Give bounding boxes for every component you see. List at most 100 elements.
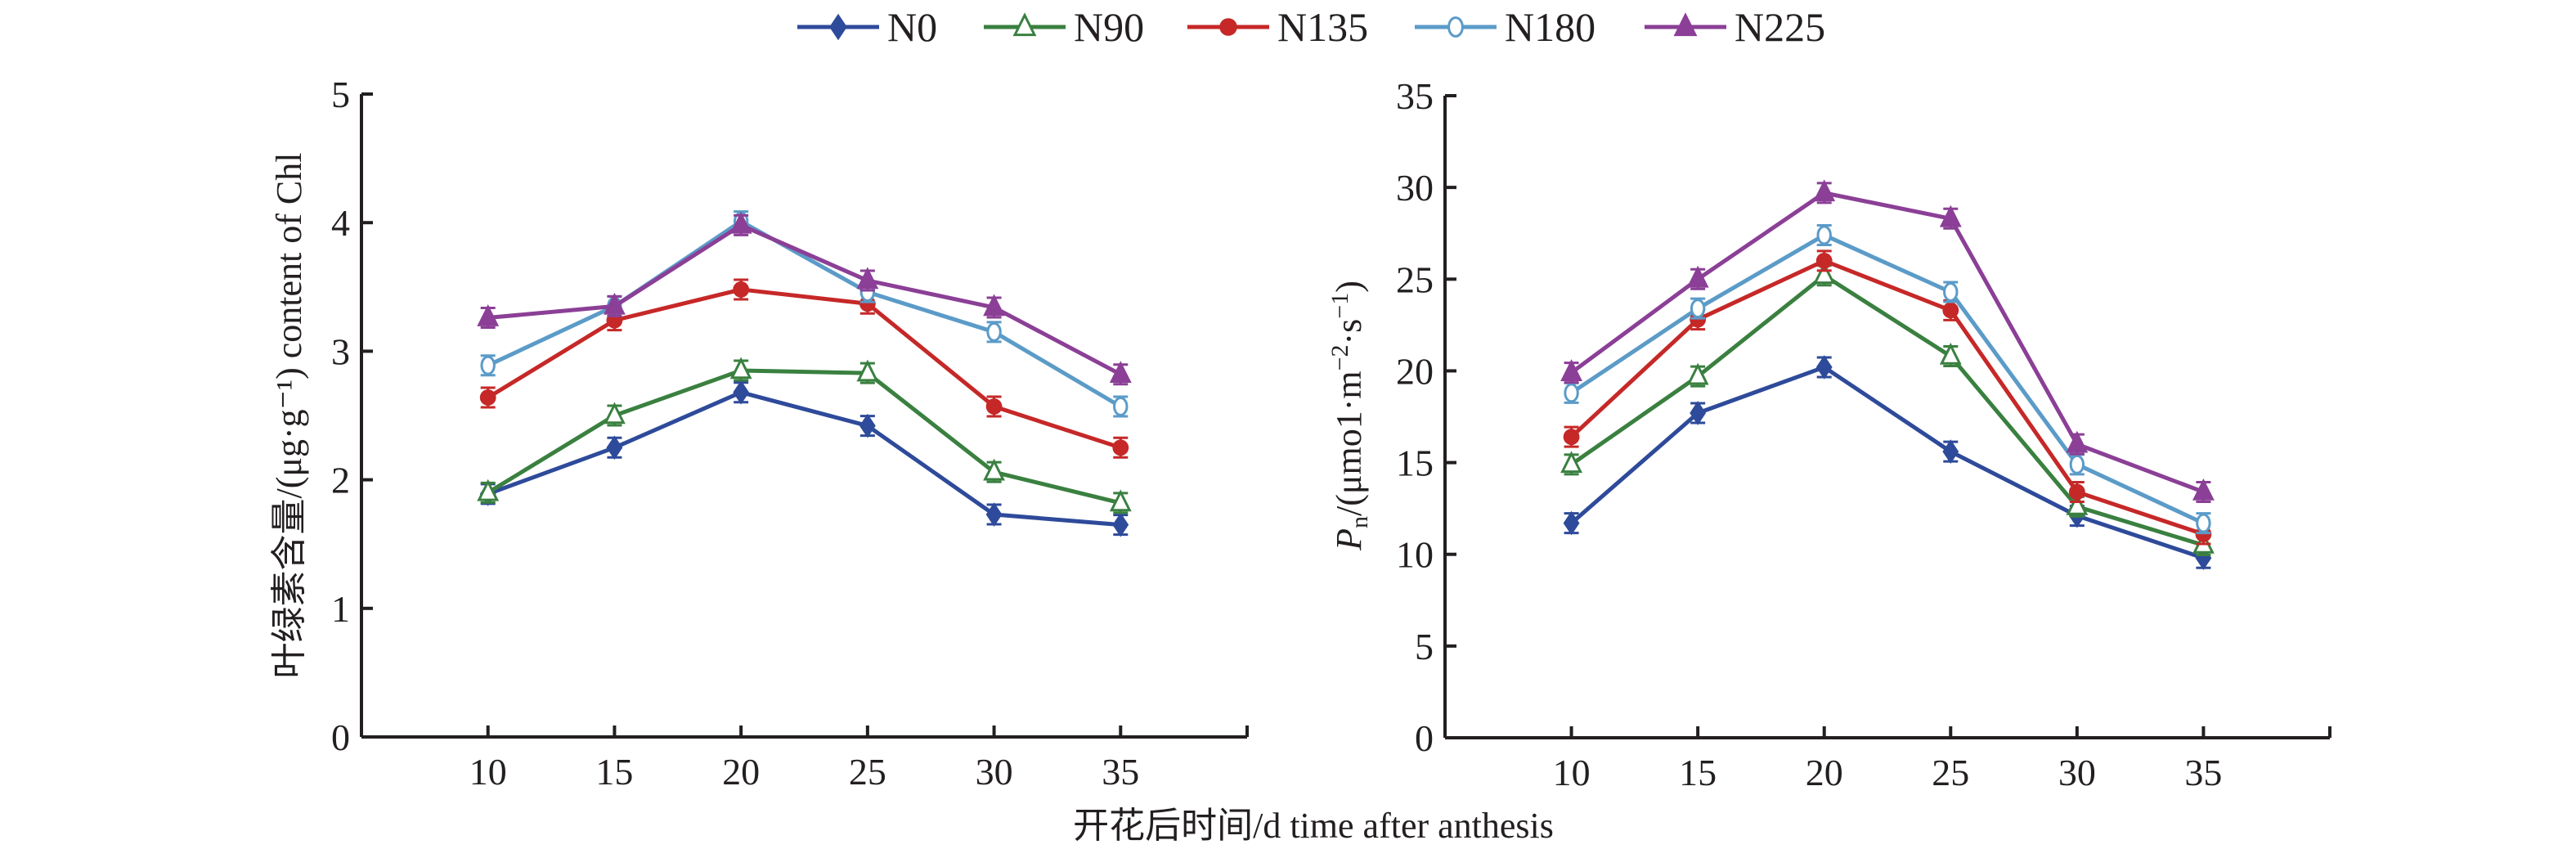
ylabel-sup1: −2 [1326, 344, 1353, 371]
legend: N0 N90 N135 N180 N225 [797, 4, 1825, 50]
legend-item-n135: N135 [1187, 4, 1368, 50]
legend-item-n90: N90 [984, 4, 1144, 50]
data-point [604, 402, 626, 425]
series-n180 [480, 210, 1129, 418]
x-tick-label: 35 [1102, 751, 1139, 793]
x-tick-label: 15 [1679, 752, 1717, 793]
legend-marker-triangle-open [1012, 12, 1037, 37]
data-point [2066, 430, 2089, 453]
legend-marker-circle-filled [1219, 18, 1237, 36]
series-line [1570, 273, 2205, 547]
photosynthesis-axes: 0 5 10 15 20 25 30 35 10 15 20 25 30 35 [1396, 75, 2331, 793]
data-point [1690, 299, 1706, 319]
series-line [1569, 365, 2205, 560]
series-line [487, 287, 1122, 450]
x-tick-label: 10 [1553, 752, 1591, 793]
x-tick-label: 25 [1932, 752, 1969, 793]
data-point [604, 292, 626, 315]
photosynthesis-chart: 0 5 10 15 20 25 30 35 10 15 20 25 30 35 Pn/(μmo1·m−2·… [1326, 75, 2331, 793]
data-point [1560, 451, 1582, 474]
data-point [477, 303, 500, 326]
legend-marker-triangle-filled [1673, 12, 1698, 37]
data-point [1560, 359, 1582, 381]
series-n0 [1563, 355, 2212, 571]
chlorophyll-y-axis-title: 叶绿素含量/(μg·g⁻¹) content of Chl [269, 153, 309, 679]
data-point [479, 389, 496, 406]
series-n180 [1564, 223, 2211, 535]
legend-label: N90 [1074, 4, 1144, 50]
series-line [487, 219, 1122, 409]
data-point [1690, 401, 1707, 425]
data-point [480, 355, 496, 375]
series-n90 [477, 357, 1132, 514]
data-point [1563, 429, 1580, 446]
y-tick-label: 15 [1396, 442, 1434, 484]
ylabel-mid: ·s [1329, 319, 1369, 345]
data-point [729, 211, 752, 234]
ylabel-end: ) [1329, 281, 1369, 293]
data-point [1939, 342, 1962, 365]
data-point [1813, 179, 1836, 202]
data-point [1563, 510, 1580, 536]
x-tick-label: 30 [976, 751, 1013, 793]
legend-item-n225: N225 [1645, 4, 1825, 50]
series-line [1569, 258, 2205, 537]
data-point [2068, 483, 2085, 501]
legend-marker-diamond-filled [829, 13, 847, 41]
x-axis-title: 开花后时间/d time after anthesis [1073, 806, 1554, 846]
data-point [1686, 265, 1709, 288]
legend-label: N180 [1505, 4, 1595, 50]
y-tick-label: 30 [1396, 167, 1434, 209]
data-point [1112, 512, 1129, 537]
data-point [2196, 513, 2211, 533]
data-point [983, 458, 1005, 481]
data-point [1815, 252, 1833, 269]
data-point [1112, 439, 1129, 456]
data-point [2192, 478, 2215, 501]
data-point [733, 281, 750, 298]
data-point [606, 435, 623, 460]
data-point [856, 359, 879, 382]
y-tick-label: 0 [1415, 717, 1434, 759]
series-n225 [477, 211, 1132, 386]
data-point [856, 267, 879, 290]
series-n225 [1560, 179, 2215, 503]
data-point [1113, 397, 1129, 416]
data-point [1942, 302, 1959, 319]
chlorophyll-series [477, 210, 1132, 537]
data-point [477, 478, 500, 501]
series-line [1570, 232, 2205, 525]
series-line [1570, 191, 2205, 494]
x-tick-label: 25 [849, 751, 886, 793]
data-point [733, 380, 750, 405]
data-point [986, 321, 1002, 342]
chlorophyll-axes: 0 1 2 3 4 5 10 15 20 25 30 35 [331, 74, 1249, 793]
y-tick-label: 20 [1396, 350, 1434, 392]
x-tick-label: 20 [722, 751, 760, 793]
y-tick-label: 4 [331, 202, 350, 244]
ylabel-sup2: −1 [1326, 293, 1353, 319]
legend-label: N225 [1735, 4, 1825, 50]
data-point [1943, 282, 1959, 302]
data-point [1109, 489, 1132, 512]
x-tick-label: 10 [469, 751, 507, 793]
photosynthesis-y-axis-title: Pn/(μmo1·m−2·s−1) [1326, 281, 1373, 551]
data-point [985, 502, 1003, 527]
data-point [859, 413, 876, 438]
legend-item-n0: N0 [797, 4, 937, 50]
y-tick-label: 35 [1396, 75, 1434, 117]
series-n0 [479, 380, 1129, 537]
ylabel-sub: n [1346, 516, 1373, 528]
y-tick-label: 2 [331, 460, 350, 501]
y-tick-label: 10 [1396, 534, 1434, 576]
y-tick-label: 1 [331, 588, 350, 630]
data-point [1813, 262, 1836, 285]
data-point [1564, 383, 1579, 403]
y-tick-label: 5 [1415, 626, 1434, 667]
legend-label: N0 [887, 4, 937, 50]
data-point [1816, 225, 1832, 245]
series-line [487, 368, 1121, 505]
ylabel-main: P [1329, 528, 1369, 551]
legend-item-n180: N180 [1415, 4, 1595, 50]
